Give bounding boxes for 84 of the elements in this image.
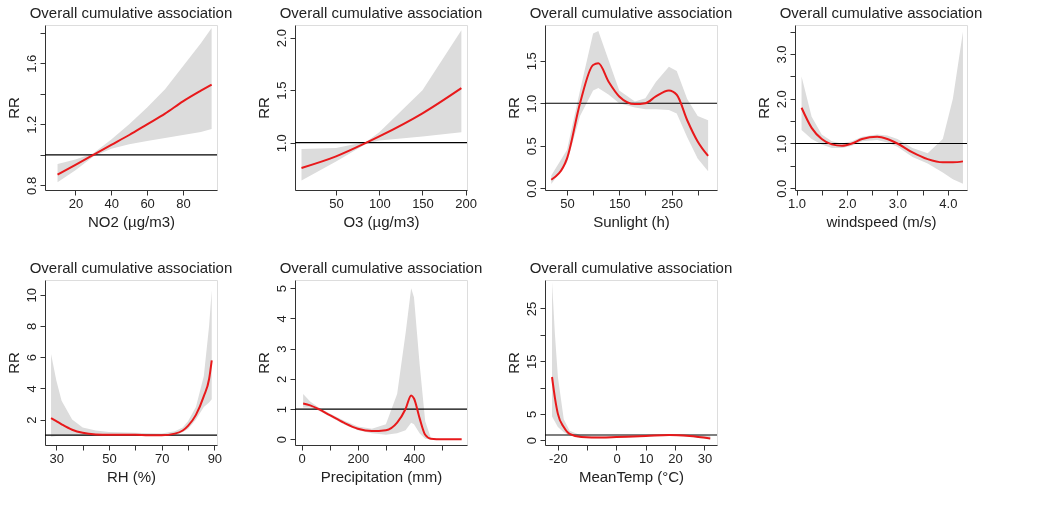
y-tick-label: 0.8 <box>23 176 39 195</box>
x-tick-label: 150 <box>608 195 631 211</box>
line-series <box>302 394 463 441</box>
y-tick-label: 15 <box>523 354 539 369</box>
x-tick-label: -20 <box>548 450 568 466</box>
y-tick-label: 1.0 <box>773 134 789 154</box>
x-tick-label: 80 <box>176 195 191 211</box>
y-tick-label: 4 <box>23 385 39 393</box>
y-tick-label: 3 <box>273 345 289 353</box>
x-axis-title: windspeed (m/s) <box>825 212 937 230</box>
y-axis-title: RR <box>504 352 522 374</box>
y-axis-title: RR <box>504 97 522 119</box>
y-tick-label: 1.2 <box>23 115 39 134</box>
x-tick-label: 40 <box>104 195 120 211</box>
y-tick-label: 6 <box>23 354 39 362</box>
chart-title: Overall cumulative association <box>529 4 733 21</box>
y-tick-label: 0 <box>523 437 539 445</box>
x-tick-label: 20 <box>668 450 683 466</box>
y-tick-label: 2 <box>273 375 289 383</box>
y-tick-label: 1.0 <box>523 94 539 113</box>
x-tick-label: 200 <box>347 450 370 466</box>
x-tick-label: 50 <box>329 195 344 211</box>
x-axis-title: O3 (µg/m3) <box>343 212 420 230</box>
line-series <box>800 106 964 164</box>
chart-title: Overall cumulative association <box>779 4 983 21</box>
chart-title: Overall cumulative association <box>29 4 233 21</box>
x-tick-label: 0 <box>613 450 621 466</box>
x-tick-label: 20 <box>68 195 84 211</box>
y-tick-label: 2.0 <box>773 90 789 109</box>
chart-title: Overall cumulative association <box>279 4 483 21</box>
chart-title: Overall cumulative association <box>29 259 233 276</box>
x-tick-label: 150 <box>412 195 434 211</box>
y-tick-label: 1.0 <box>273 134 289 153</box>
x-tick-label: 0 <box>298 450 306 466</box>
chart-title: Overall cumulative association <box>279 259 483 276</box>
x-axis-title: Precipitation (mm) <box>320 467 443 485</box>
y-axis-title: RR <box>4 352 22 374</box>
y-tick-label: 3.0 <box>773 45 789 64</box>
y-tick-label: 0.5 <box>523 137 539 156</box>
y-tick-label: 0.0 <box>773 179 789 198</box>
x-tick-label: 30 <box>49 450 65 466</box>
x-tick-label: 200 <box>455 195 478 211</box>
x-tick-label: 3.0 <box>888 195 907 211</box>
y-tick-label: 5 <box>523 410 539 419</box>
y-tick-label: 10 <box>23 288 39 303</box>
line-series <box>551 376 712 440</box>
x-tick-label: 400 <box>403 450 426 466</box>
y-tick-label: 1.6 <box>23 54 39 73</box>
y-tick-label: 1 <box>273 405 289 414</box>
line-series <box>550 62 710 181</box>
y-tick-label: 1.5 <box>273 81 289 100</box>
x-tick-label: 50 <box>102 450 117 466</box>
x-tick-label: 70 <box>154 450 170 466</box>
y-tick-label: 5 <box>273 285 289 293</box>
x-tick-label: 2.0 <box>838 195 857 211</box>
y-tick-label: 8 <box>23 322 39 331</box>
x-axis-title: NO2 (µg/m3) <box>88 212 175 230</box>
y-tick-label: 4 <box>273 315 289 323</box>
y-axis-title: RR <box>254 97 272 119</box>
y-tick-label: 25 <box>523 301 539 317</box>
line-series <box>300 87 463 169</box>
x-tick-label: 1.0 <box>787 195 807 211</box>
line-series <box>50 359 213 437</box>
x-tick-label: 100 <box>368 195 391 211</box>
x-axis-title: MeanTemp (°C) <box>578 467 685 485</box>
y-tick-label: 0.0 <box>523 179 539 198</box>
x-axis-title: Sunlight (h) <box>593 212 670 230</box>
x-tick-label: 50 <box>560 195 575 211</box>
line-series <box>56 83 213 176</box>
y-tick-label: 2 <box>23 416 39 424</box>
x-tick-label: 10 <box>639 450 654 466</box>
y-axis-title: RR <box>4 97 22 119</box>
x-tick-label: 250 <box>661 195 683 211</box>
x-axis-title: RH (%) <box>106 467 157 485</box>
chart-title: Overall cumulative association <box>529 259 733 276</box>
y-axis-title: RR <box>254 352 272 374</box>
x-tick-label: 90 <box>207 450 223 466</box>
x-tick-label: 30 <box>697 450 713 466</box>
y-axis-title: RR <box>754 97 772 119</box>
y-tick-label: 2.0 <box>273 29 289 48</box>
y-tick-label: 0 <box>273 436 289 444</box>
x-tick-label: 60 <box>140 195 155 211</box>
y-tick-label: 1.5 <box>523 52 539 71</box>
x-tick-label: 4.0 <box>939 195 958 211</box>
